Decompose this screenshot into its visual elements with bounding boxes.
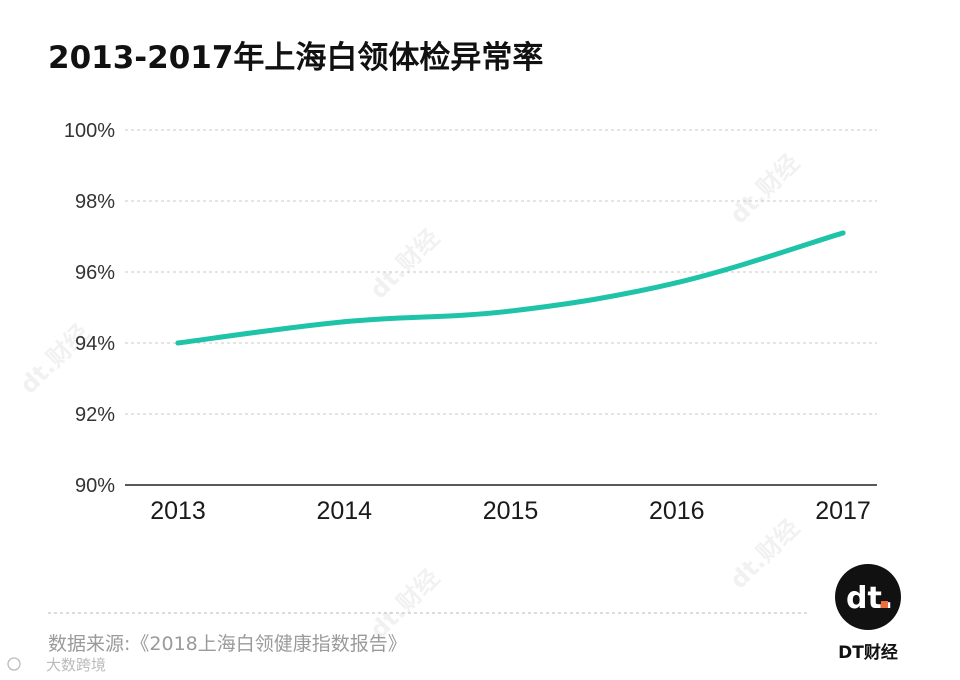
corner-watermark: 大数跨境 <box>7 656 106 674</box>
x-tick-label: 2015 <box>483 497 539 525</box>
y-axis-ticks: 90% 92% 94% 96% 98% 100% <box>64 120 115 497</box>
x-axis-ticks: 2013 2014 2015 2016 2017 <box>150 497 871 525</box>
logo-text: dt. <box>846 581 893 616</box>
y-tick-label: 90% <box>75 475 115 497</box>
watermark-text: dt.财经 <box>364 224 444 304</box>
corner-watermark-text: 大数跨境 <box>46 656 106 674</box>
x-tick-label: 2013 <box>150 497 206 525</box>
x-tick-label: 2016 <box>649 497 705 525</box>
y-tick-label: 98% <box>75 191 115 213</box>
y-tick-label: 100% <box>64 120 115 142</box>
y-tick-label: 96% <box>75 262 115 284</box>
x-tick-label: 2014 <box>316 497 372 525</box>
data-point <box>674 280 680 286</box>
watermark-text: dt.财经 <box>14 319 94 399</box>
y-tick-label: 92% <box>75 404 115 426</box>
gridlines <box>125 129 877 415</box>
series-layer <box>175 230 846 346</box>
logo-dot <box>881 601 888 608</box>
data-point <box>175 340 181 346</box>
data-point <box>508 308 513 314</box>
chart-title: 2013-2017年上海白领体检异常率 <box>48 40 543 76</box>
x-tick-label: 2017 <box>815 497 871 525</box>
data-point <box>341 319 347 325</box>
corner-watermark-icon <box>7 657 21 671</box>
watermark-text: dt.财经 <box>724 149 804 229</box>
series-line <box>175 230 846 346</box>
brand-logo: dt. <box>835 564 901 630</box>
source-note: 数据来源:《2018上海白领健康指数报告》 <box>48 633 407 655</box>
brand-name: DT财经 <box>838 642 898 663</box>
y-tick-label: 94% <box>75 333 115 355</box>
logo-circle <box>835 564 901 630</box>
watermark-text: dt.财经 <box>724 514 804 594</box>
data-point <box>840 230 846 236</box>
